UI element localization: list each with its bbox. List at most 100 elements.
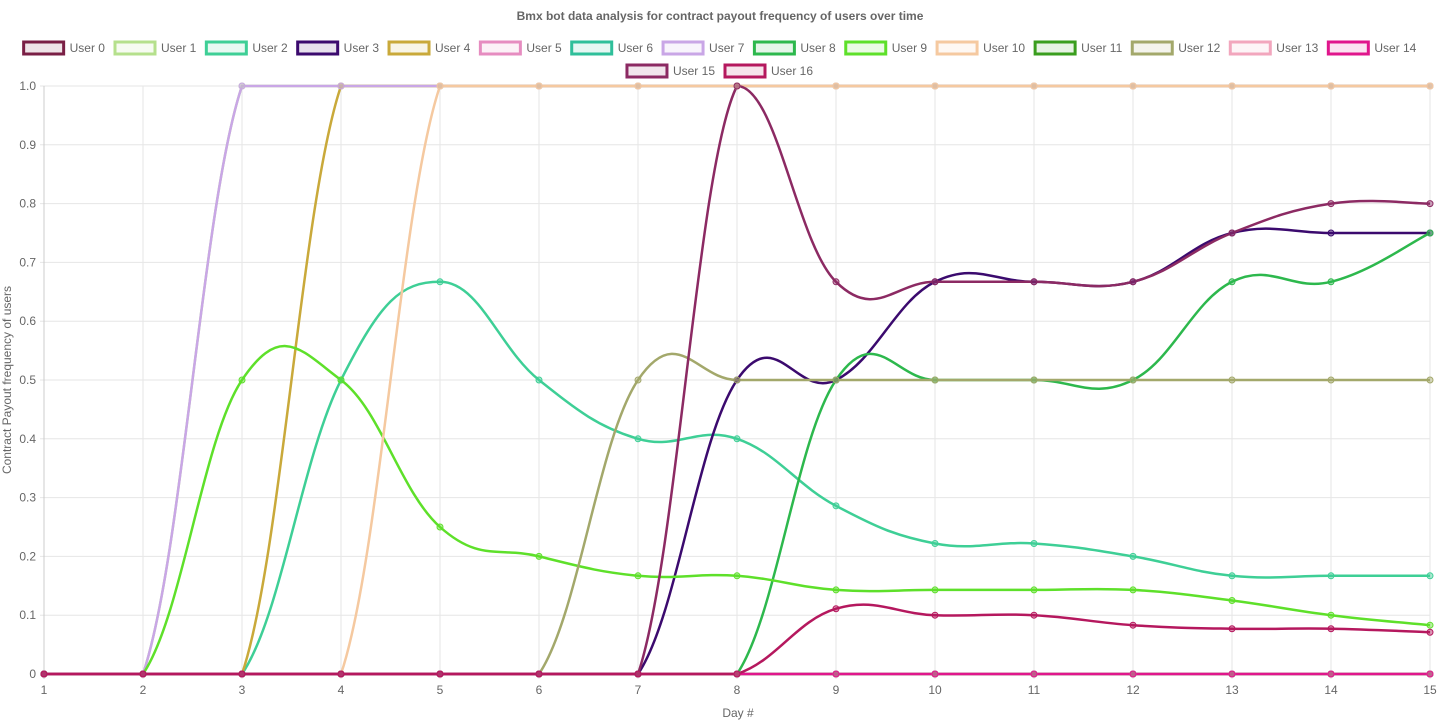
data-point-user-14[interactable]: [832, 670, 840, 678]
legend-item-user-8[interactable]: User 8: [752, 40, 836, 56]
data-point-user-2[interactable]: [733, 435, 741, 443]
data-point-user-9[interactable]: [733, 572, 741, 580]
data-point-user-8[interactable]: [1426, 229, 1434, 237]
data-point-user-2[interactable]: [634, 435, 642, 443]
legend-item-user-3[interactable]: User 3: [296, 40, 380, 56]
data-point-user-2[interactable]: [1129, 552, 1137, 560]
data-point-user-16[interactable]: [733, 670, 741, 678]
data-point-user-16[interactable]: [832, 605, 840, 613]
data-point-user-16[interactable]: [535, 670, 543, 678]
data-point-user-12[interactable]: [1228, 376, 1236, 384]
data-point-user-2[interactable]: [1327, 572, 1335, 580]
legend-item-user-9[interactable]: User 9: [844, 40, 928, 56]
data-point-user-9[interactable]: [832, 586, 840, 594]
data-point-user-16[interactable]: [1327, 625, 1335, 633]
data-point-user-16[interactable]: [337, 670, 345, 678]
data-point-user-16[interactable]: [40, 670, 48, 678]
data-point-user-8[interactable]: [1327, 278, 1335, 286]
data-point-user-16[interactable]: [1030, 611, 1038, 619]
data-point-user-14[interactable]: [931, 670, 939, 678]
data-point-user-10[interactable]: [931, 82, 939, 90]
data-point-user-14[interactable]: [1327, 670, 1335, 678]
data-point-user-10[interactable]: [1327, 82, 1335, 90]
data-point-user-14[interactable]: [1426, 670, 1434, 678]
legend-item-user-0[interactable]: User 0: [22, 40, 106, 56]
data-point-user-10[interactable]: [1129, 82, 1137, 90]
data-point-user-9[interactable]: [238, 376, 246, 384]
legend-item-user-5[interactable]: User 5: [478, 40, 562, 56]
data-point-user-9[interactable]: [1327, 611, 1335, 619]
data-point-user-7[interactable]: [238, 82, 246, 90]
data-point-user-9[interactable]: [436, 523, 444, 531]
data-point-user-12[interactable]: [634, 376, 642, 384]
data-point-user-2[interactable]: [1426, 572, 1434, 580]
data-point-user-10[interactable]: [1228, 82, 1236, 90]
data-point-user-16[interactable]: [931, 611, 939, 619]
data-point-user-15[interactable]: [1327, 200, 1335, 208]
data-point-user-12[interactable]: [1129, 376, 1137, 384]
data-point-user-2[interactable]: [832, 502, 840, 510]
data-point-user-9[interactable]: [337, 376, 345, 384]
data-point-user-12[interactable]: [832, 376, 840, 384]
data-point-user-9[interactable]: [1030, 586, 1038, 594]
data-point-user-16[interactable]: [436, 670, 444, 678]
legend-item-user-14[interactable]: User 14: [1326, 40, 1417, 56]
data-point-user-16[interactable]: [634, 670, 642, 678]
data-point-user-15[interactable]: [931, 278, 939, 286]
legend-label: User 12: [1178, 41, 1220, 55]
data-point-user-12[interactable]: [1426, 376, 1434, 384]
data-point-user-15[interactable]: [1030, 278, 1038, 286]
data-point-user-10[interactable]: [436, 82, 444, 90]
legend-item-user-6[interactable]: User 6: [570, 40, 654, 56]
data-point-user-12[interactable]: [931, 376, 939, 384]
data-point-user-8[interactable]: [1228, 278, 1236, 286]
data-point-user-10[interactable]: [832, 82, 840, 90]
legend-item-user-1[interactable]: User 1: [113, 40, 197, 56]
legend-item-user-11[interactable]: User 11: [1033, 40, 1123, 56]
legend-item-user-2[interactable]: User 2: [204, 40, 288, 56]
data-point-user-16[interactable]: [1228, 625, 1236, 633]
legend-item-user-12[interactable]: User 12: [1130, 40, 1221, 56]
chart-title: Bmx bot data analysis for contract payou…: [517, 9, 924, 23]
legend-swatch: [1033, 40, 1077, 56]
legend-item-user-7[interactable]: User 7: [661, 40, 745, 56]
data-point-user-14[interactable]: [1030, 670, 1038, 678]
data-point-user-16[interactable]: [1129, 621, 1137, 629]
legend-item-user-10[interactable]: User 10: [935, 40, 1025, 56]
data-point-user-12[interactable]: [1327, 376, 1335, 384]
data-point-user-12[interactable]: [1030, 376, 1038, 384]
legend-label: User 1: [161, 41, 197, 55]
data-point-user-2[interactable]: [1228, 572, 1236, 580]
data-point-user-9[interactable]: [1426, 621, 1434, 629]
data-point-user-16[interactable]: [238, 670, 246, 678]
data-point-user-15[interactable]: [1426, 200, 1434, 208]
data-point-user-15[interactable]: [832, 278, 840, 286]
data-point-user-10[interactable]: [1030, 82, 1038, 90]
legend-item-user-4[interactable]: User 4: [387, 40, 471, 56]
data-point-user-14[interactable]: [1129, 670, 1137, 678]
data-point-user-10[interactable]: [535, 82, 543, 90]
data-point-user-14[interactable]: [1228, 670, 1236, 678]
data-point-user-2[interactable]: [1030, 539, 1038, 547]
data-point-user-2[interactable]: [931, 539, 939, 547]
legend-item-user-16[interactable]: User 16: [723, 63, 813, 79]
data-point-user-9[interactable]: [931, 586, 939, 594]
data-point-user-7[interactable]: [337, 82, 345, 90]
legend-item-user-13[interactable]: User 13: [1228, 40, 1319, 56]
data-point-user-2[interactable]: [436, 278, 444, 286]
data-point-user-9[interactable]: [1228, 597, 1236, 604]
data-point-user-15[interactable]: [733, 82, 741, 90]
data-point-user-2[interactable]: [535, 376, 543, 384]
data-point-user-3[interactable]: [1327, 229, 1335, 237]
data-point-user-16[interactable]: [1426, 628, 1434, 636]
data-point-user-10[interactable]: [1426, 82, 1434, 90]
data-point-user-10[interactable]: [634, 82, 642, 90]
data-point-user-12[interactable]: [733, 376, 741, 384]
legend-item-user-15[interactable]: User 15: [625, 63, 715, 79]
data-point-user-15[interactable]: [1228, 229, 1236, 237]
data-point-user-15[interactable]: [1129, 278, 1137, 286]
data-point-user-9[interactable]: [1129, 586, 1137, 594]
data-point-user-9[interactable]: [634, 572, 642, 580]
data-point-user-9[interactable]: [535, 552, 543, 560]
data-point-user-16[interactable]: [139, 670, 147, 678]
